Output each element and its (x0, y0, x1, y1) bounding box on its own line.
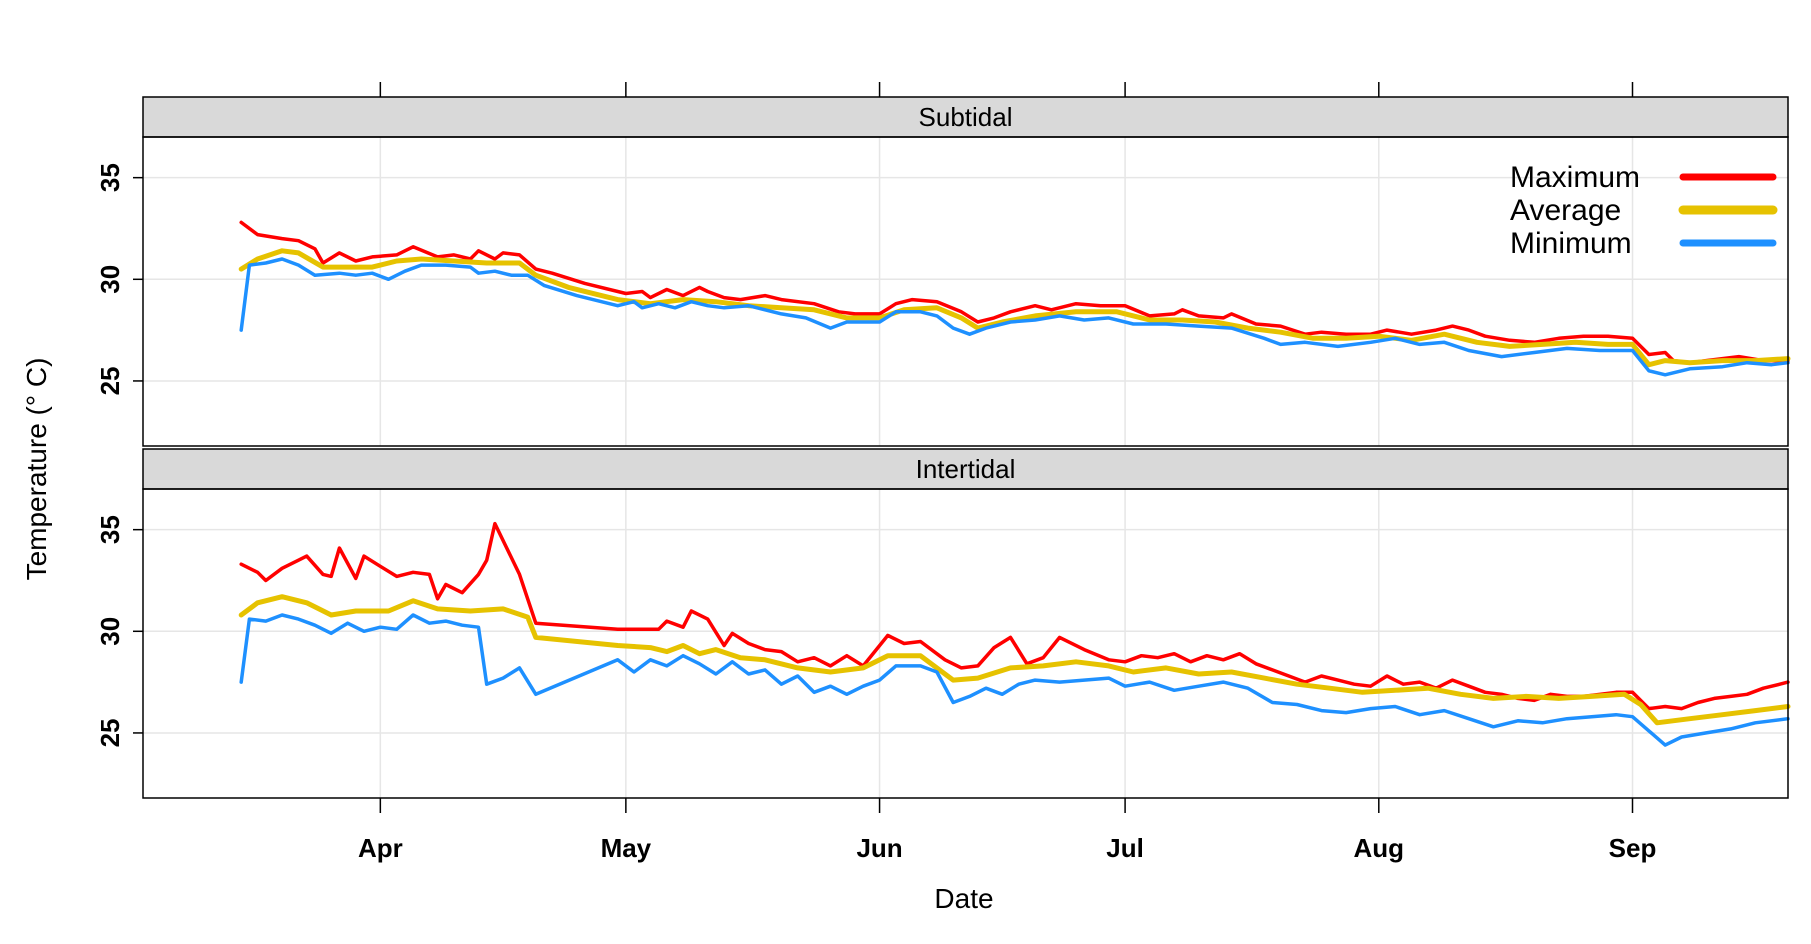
subtidal-maximum-line (239, 220, 1790, 365)
x-tick-label-jun: Jun (856, 833, 902, 863)
x-axis-title: Date (934, 883, 993, 914)
frame-layer: Subtidal Intertidal (142, 96, 1789, 799)
subtidal-y-tick-label-35: 35 (95, 163, 125, 192)
intertidal-minimum-line (239, 613, 1790, 747)
subtidal-y-tick-label-25: 25 (95, 366, 125, 395)
x-tick-label-aug: Aug (1354, 833, 1405, 863)
intertidal-average-line (238, 594, 1791, 726)
axis-layer: 25 30 35 25 30 35 Apr May Jun Jul Aug Sep (95, 82, 1656, 863)
subtidal-minimum-line (239, 257, 1790, 377)
x-tick-label-jul: Jul (1106, 833, 1144, 863)
intertidal-strip-label: Intertidal (916, 454, 1016, 484)
intertidal-y-tick-label-25: 25 (95, 718, 125, 747)
x-tick-label-apr: Apr (358, 833, 403, 863)
intertidal-y-tick-label-30: 30 (95, 617, 125, 646)
subtidal-average-line (238, 248, 1791, 368)
subtidal-strip-label: Subtidal (919, 102, 1013, 132)
y-axis-title: Temperature (° C) (21, 358, 52, 581)
legend-label-average: Average (1510, 194, 1621, 227)
legend-label-maximum: Maximum (1510, 161, 1640, 194)
subtidal-strip (142, 96, 1789, 138)
legend-label-minimum: Minimum (1510, 227, 1632, 260)
intertidal-strip (142, 448, 1789, 490)
intertidal-y-tick-label-35: 35 (95, 515, 125, 544)
x-tick-label-may: May (601, 833, 652, 863)
x-tick-label-sep: Sep (1609, 833, 1657, 863)
subtidal-panel-frame (142, 136, 1789, 447)
grid-layer (143, 137, 1788, 798)
series-layer (238, 220, 1791, 747)
intertidal-panel-frame (142, 488, 1789, 799)
subtidal-y-tick-label-30: 30 (95, 265, 125, 294)
